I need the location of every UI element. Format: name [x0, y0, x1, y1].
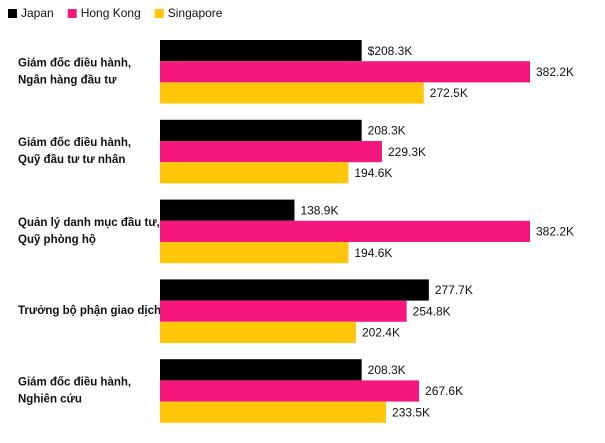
category-label: Giám đốc điều hành, [18, 57, 131, 69]
bar [160, 119, 362, 141]
value-label: 202.4K [362, 326, 400, 340]
bar [160, 141, 382, 163]
legend-label: Hong Kong [81, 6, 141, 20]
legend-swatch [154, 9, 164, 18]
bar [160, 220, 530, 242]
value-label: 194.6K [354, 166, 392, 180]
category-label: Nghiên cứu [18, 394, 82, 406]
category-label: Giám đốc điều hành, [18, 377, 131, 389]
value-label: 233.5K [392, 405, 430, 419]
bar [160, 199, 295, 221]
bar [160, 61, 530, 83]
value-label: 382.2K [536, 65, 574, 79]
value-label: 138.9K [300, 203, 338, 217]
category-label: Trưởng bộ phận giao dịch [18, 305, 161, 317]
value-label: 272.5K [430, 86, 468, 100]
category-label: Quản lý danh mục đầu tư, [18, 217, 160, 229]
bar [160, 40, 362, 62]
bar [160, 380, 420, 402]
bar [160, 300, 407, 322]
bar [160, 242, 349, 264]
value-label: 194.6K [354, 246, 392, 260]
legend-label: Singapore [168, 6, 223, 20]
value-label: 208.3K [368, 124, 406, 138]
value-label: 277.7K [435, 283, 473, 297]
category-label: Ngân hàng đầu tư [18, 74, 117, 86]
category-label: Quỹ đầu tư tư nhân [18, 154, 125, 166]
legend-swatch [8, 9, 17, 18]
value-label: 267.6K [425, 384, 463, 398]
category-label: Giám đốc điều hành, [18, 137, 131, 149]
legend-label: Japan [21, 6, 54, 20]
value-label: 254.8K [413, 304, 451, 318]
bar [160, 359, 362, 381]
bar [160, 162, 349, 184]
bar [160, 279, 429, 301]
value-label: $208.3K [368, 44, 413, 58]
value-label: 382.2K [536, 225, 574, 239]
bar [160, 401, 387, 423]
value-label: 229.3K [388, 145, 426, 159]
value-label: 208.3K [368, 363, 406, 377]
bar [160, 321, 356, 343]
category-label: Quỹ phòng hộ [18, 234, 96, 246]
bar [160, 82, 424, 104]
legend-swatch [67, 9, 77, 18]
